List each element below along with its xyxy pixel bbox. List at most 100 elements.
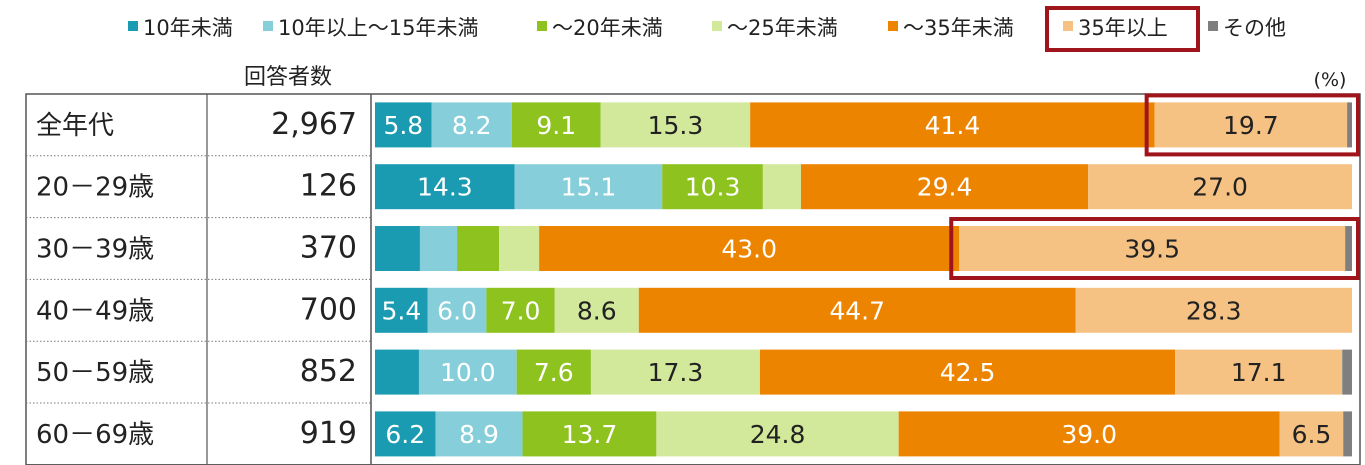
data-label: 19.7 bbox=[1223, 111, 1279, 140]
legend-label-series-4: ～25年未満 bbox=[727, 16, 838, 40]
data-label: 8.2 bbox=[452, 111, 492, 140]
respondent-count: 2,967 bbox=[271, 107, 357, 142]
data-label: 9.1 bbox=[536, 111, 576, 140]
data-label: 6.5 bbox=[1292, 420, 1332, 449]
data-label: 42.5 bbox=[940, 358, 996, 387]
legend-label-series-1: 10年未満 bbox=[143, 16, 233, 40]
legend-label-series-7: その他 bbox=[1223, 16, 1286, 40]
legend-swatch-series-2 bbox=[263, 21, 273, 31]
bar-segment bbox=[1075, 287, 1352, 333]
data-label: 28.3 bbox=[1186, 296, 1242, 325]
bar-segment bbox=[375, 164, 515, 210]
highlight-boxes bbox=[949, 93, 1360, 280]
category-label: 20－29歳 bbox=[36, 173, 154, 203]
data-label: 7.6 bbox=[534, 358, 574, 387]
bar-segment bbox=[514, 164, 663, 210]
bar-segment bbox=[375, 226, 420, 271]
bar-segment bbox=[638, 287, 1076, 333]
category-label: 60－69歳 bbox=[36, 420, 154, 450]
bar-segment bbox=[1345, 226, 1352, 271]
bar-segment bbox=[431, 102, 512, 148]
legend-swatch-series-1 bbox=[128, 21, 138, 31]
bar-segment bbox=[435, 411, 523, 457]
data-label: 7.0 bbox=[501, 296, 541, 325]
bar-segment bbox=[800, 164, 1089, 210]
bar-segment bbox=[486, 287, 555, 333]
legend-swatch-series-4 bbox=[712, 21, 722, 31]
highlight-box bbox=[1144, 93, 1360, 157]
legend-label-series-3: ～20年未満 bbox=[552, 16, 663, 40]
bar-segment bbox=[898, 411, 1280, 457]
data-label: 15.3 bbox=[648, 111, 704, 140]
data-label: 6.2 bbox=[385, 420, 425, 449]
data-label: 8.6 bbox=[577, 296, 617, 325]
bar-segment bbox=[419, 226, 458, 271]
legend-highlight-box bbox=[1045, 6, 1200, 52]
data-label: 10.3 bbox=[685, 173, 741, 202]
bar-segment bbox=[427, 287, 487, 333]
bars: 5.8 8.2 9.1 15.3 41.4 19.7 14.3 15.1 10.3 29.4 27.… bbox=[375, 102, 1352, 457]
count-header: 回答者数 bbox=[244, 65, 332, 90]
bar-segment bbox=[1343, 411, 1352, 457]
data-label: 6.0 bbox=[437, 296, 477, 325]
data-label: 5.8 bbox=[383, 111, 423, 140]
data-label: 43.0 bbox=[721, 235, 777, 264]
data-label: 15.1 bbox=[561, 173, 617, 202]
category-label: 30－39歳 bbox=[36, 235, 154, 265]
legend-label-series-5: ～35年未満 bbox=[903, 16, 1014, 40]
bar-segment bbox=[600, 102, 751, 148]
bar-segment bbox=[457, 226, 500, 271]
legend-label-series-6: 35年以上 bbox=[1078, 16, 1168, 40]
bar-segment bbox=[656, 411, 899, 457]
bar-segment bbox=[511, 102, 601, 148]
bar-segment bbox=[590, 349, 760, 395]
data-label: 13.7 bbox=[562, 420, 618, 449]
data-label: 17.1 bbox=[1231, 358, 1287, 387]
respondent-count: 126 bbox=[300, 169, 357, 204]
bar-segment bbox=[522, 411, 657, 457]
data-label: 10.0 bbox=[440, 358, 496, 387]
respondent-count: 919 bbox=[300, 416, 357, 451]
bar-segment bbox=[554, 287, 639, 333]
bar-segment bbox=[375, 411, 436, 457]
data-label: 44.7 bbox=[829, 296, 885, 325]
legend-swatch-series-6 bbox=[1063, 21, 1073, 31]
bar-segment bbox=[1347, 102, 1352, 148]
data-label: 14.3 bbox=[417, 173, 473, 202]
bar-segment bbox=[539, 226, 960, 271]
bar-segment bbox=[1154, 102, 1348, 148]
bar-segment bbox=[1088, 164, 1352, 210]
category-label: 全年代 bbox=[36, 111, 114, 141]
data-label: 39.0 bbox=[1061, 420, 1117, 449]
category-label: 40－49歳 bbox=[36, 296, 154, 326]
data-label: 8.9 bbox=[459, 420, 499, 449]
bar-segment bbox=[516, 349, 591, 395]
bar-segment bbox=[375, 102, 432, 148]
legend-label-series-2: 10年以上～15年未満 bbox=[278, 16, 478, 40]
bar-segment bbox=[1175, 349, 1343, 395]
highlight-box bbox=[949, 217, 1360, 280]
bar-segment bbox=[759, 349, 1176, 395]
legend-swatch-series-7 bbox=[1208, 21, 1218, 31]
data-label: 27.0 bbox=[1192, 173, 1248, 202]
respondent-count: 852 bbox=[300, 354, 357, 389]
bar-segment bbox=[375, 287, 428, 333]
data-label: 29.4 bbox=[917, 173, 973, 202]
data-label: 17.3 bbox=[648, 358, 704, 387]
data-label: 41.4 bbox=[925, 111, 981, 140]
bar-segment bbox=[1342, 349, 1352, 395]
respondent-count: 700 bbox=[300, 292, 357, 327]
data-table: 全年代 2,967 20－29歳 126 30－39歳 370 40－49歳 700 50－59… bbox=[25, 93, 1361, 465]
bar-segment bbox=[418, 349, 517, 395]
bar-segment bbox=[375, 349, 419, 395]
legend: 10年未満 10年以上～15年未満 ～20年未満 ～25年未満 ～35年未満 35年以上 そ… bbox=[128, 6, 1286, 52]
data-label: 24.8 bbox=[750, 420, 806, 449]
unit-label: (%) bbox=[1314, 69, 1347, 91]
bar-segment bbox=[959, 226, 1346, 271]
bar-segment bbox=[662, 164, 763, 210]
category-label: 50－59歳 bbox=[36, 358, 154, 388]
respondent-count: 370 bbox=[300, 231, 357, 266]
legend-swatch-series-3 bbox=[537, 21, 547, 31]
